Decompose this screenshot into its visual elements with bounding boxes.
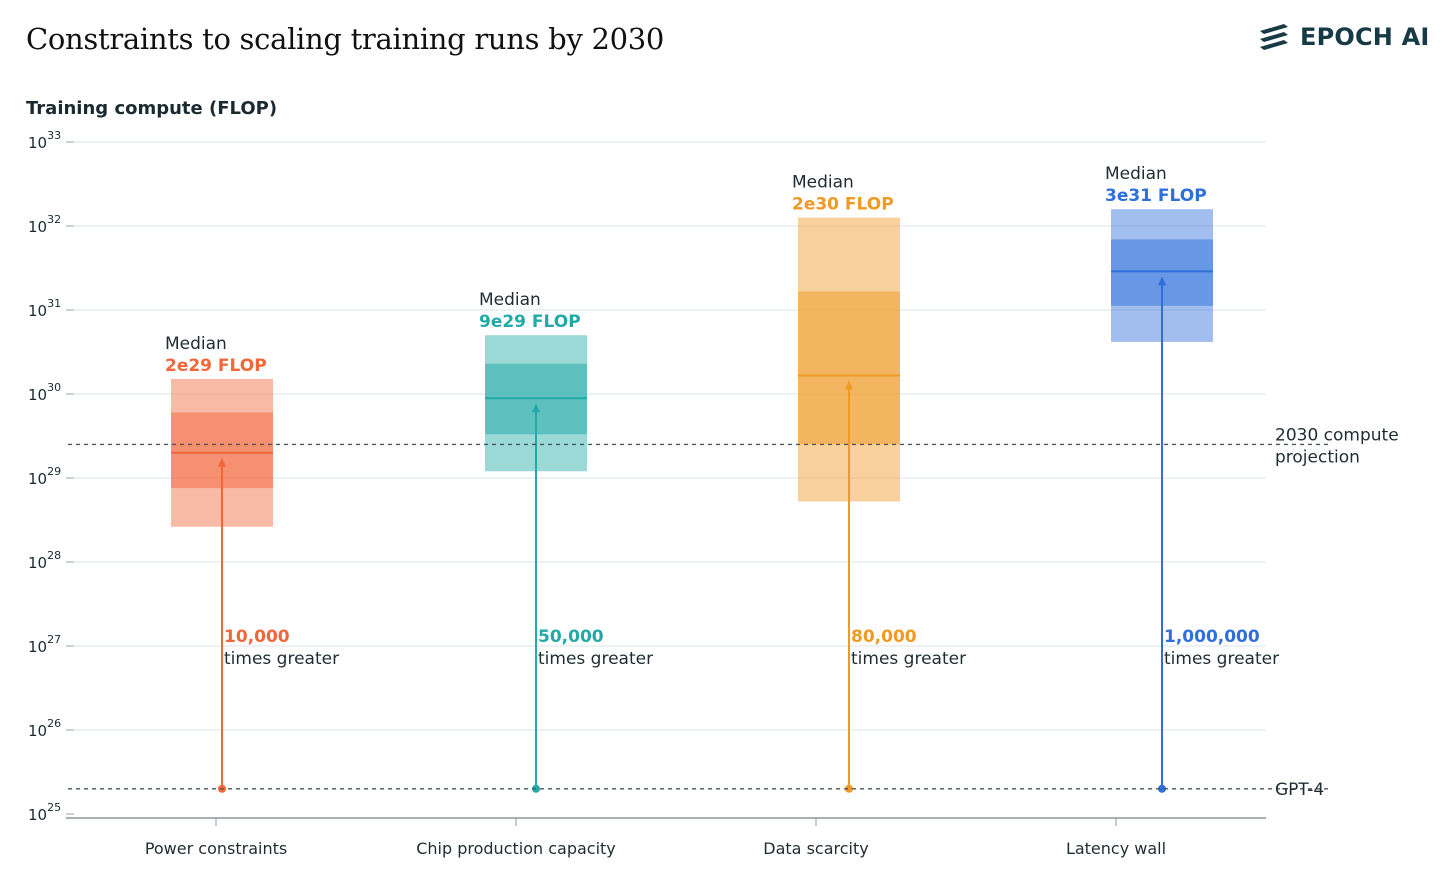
multiplier-value: 10,000 [224, 627, 290, 647]
y-tick-label: 1031 [28, 297, 61, 320]
gpt4-point [845, 784, 853, 793]
y-tick-label: 1027 [28, 633, 61, 656]
y-tick-label: 1029 [28, 465, 61, 488]
median-title: Median [792, 173, 854, 193]
y-tick-label: 1028 [28, 549, 61, 572]
median-value: 3e31 FLOP [1105, 186, 1207, 206]
multiplier-text: times greater [1164, 649, 1279, 669]
y-axis-label: Training compute (FLOP) [26, 98, 277, 119]
multiplier-text: times greater [851, 649, 966, 669]
projection-2030-label: projection [1275, 447, 1360, 467]
median-value: 2e29 FLOP [165, 356, 267, 376]
growth-arrow-head [532, 403, 540, 413]
multiplier-text: times greater [224, 649, 339, 669]
brand-name: EPOCH AI [1300, 23, 1430, 51]
median-value: 2e30 FLOP [792, 195, 894, 215]
median-title: Median [479, 290, 541, 310]
category-label: Power constraints [145, 839, 287, 858]
category-label: Data scarcity [763, 839, 868, 858]
projection-2030-label: 2030 compute [1275, 425, 1399, 445]
y-tick-label: 1032 [28, 213, 61, 236]
growth-arrow-head [1158, 276, 1166, 286]
growth-arrow-head [218, 457, 226, 467]
multiplier-text: times greater [538, 649, 653, 669]
epoch-stripes-icon [1260, 24, 1288, 50]
category-label: Latency wall [1066, 839, 1166, 858]
brand-logo: EPOCH AI [1258, 22, 1430, 52]
category-label: Chip production capacity [416, 839, 616, 858]
multiplier-value: 1,000,000 [1164, 627, 1260, 647]
multiplier-value: 50,000 [538, 627, 604, 647]
y-tick-label: 1033 [28, 129, 61, 152]
multiplier-value: 80,000 [851, 627, 917, 647]
gpt4-label: GPT-4 [1275, 780, 1324, 800]
median-title: Median [1105, 164, 1167, 184]
y-tick-label: 1030 [28, 381, 61, 404]
growth-arrow-head [845, 380, 853, 390]
median-value: 9e29 FLOP [479, 312, 581, 332]
median-title: Median [165, 334, 227, 354]
y-tick-label: 1025 [28, 801, 61, 824]
chart-title: Constraints to scaling training runs by … [26, 22, 665, 56]
y-tick-label: 1026 [28, 717, 61, 740]
gpt4-point [1158, 784, 1166, 793]
